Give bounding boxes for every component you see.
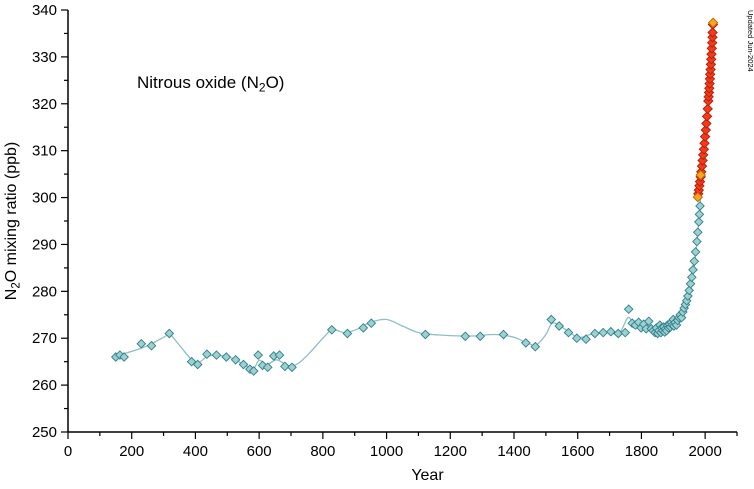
ice-core-marker bbox=[274, 350, 285, 360]
x-tick-label: 600 bbox=[247, 443, 272, 460]
ice-core-marker bbox=[623, 304, 634, 315]
y-tick-label: 270 bbox=[32, 330, 57, 347]
ice-core-marker bbox=[366, 318, 377, 329]
ice-core-marker bbox=[460, 331, 471, 342]
x-tick-label: 2000 bbox=[688, 443, 721, 460]
ice-core-marker bbox=[146, 340, 157, 351]
ice-core-marker bbox=[571, 333, 582, 344]
ice-core-marker bbox=[136, 338, 147, 349]
instrumental-highlight-marker bbox=[692, 191, 704, 203]
ice-core-marker bbox=[692, 236, 702, 247]
y-tick-label: 320 bbox=[32, 96, 57, 113]
ice-core-marker bbox=[119, 352, 129, 362]
instrumental-marker bbox=[699, 137, 710, 149]
ice-core-marker bbox=[590, 328, 600, 339]
y-tick-label: 280 bbox=[32, 283, 57, 300]
ice-core-marker bbox=[581, 334, 591, 345]
x-tick-label: 800 bbox=[310, 443, 335, 460]
x-axis: 0 200 400 600 800 1000 1200 1400 1600 1800 2000 bbox=[64, 432, 738, 460]
ice-core-marker bbox=[520, 338, 531, 348]
y-tick-label: 340 bbox=[32, 2, 57, 19]
instrumental-highlight-points bbox=[692, 17, 719, 203]
instrumental-points bbox=[693, 19, 719, 200]
instrumental-marker bbox=[700, 124, 712, 136]
ice-core-marker bbox=[202, 349, 212, 360]
x-tick-label: 1600 bbox=[561, 443, 594, 460]
ice-core-marker bbox=[563, 327, 574, 338]
ice-core-marker bbox=[546, 314, 557, 325]
ice-core-marker bbox=[342, 328, 353, 339]
ice-core-marker bbox=[695, 201, 705, 211]
ice-core-marker bbox=[684, 285, 695, 296]
instrumental-highlight-marker bbox=[707, 17, 719, 28]
ice-core-marker bbox=[498, 329, 509, 340]
ice-core-marker bbox=[694, 209, 705, 220]
x-tick-label: 0 bbox=[64, 443, 72, 460]
instrumental-marker bbox=[706, 48, 717, 60]
instrumental-marker bbox=[697, 155, 708, 166]
ice-core-marker bbox=[530, 341, 541, 352]
instrumental-marker bbox=[705, 59, 717, 70]
x-tick-label: 1800 bbox=[625, 443, 658, 460]
instrumental-marker bbox=[698, 144, 710, 155]
ice-core-marker bbox=[686, 272, 697, 283]
ice-core-marker bbox=[693, 217, 704, 227]
y-axis-title: N2O mixing ratio (ppb) bbox=[3, 142, 23, 300]
ice-core-marker bbox=[689, 256, 700, 267]
ice-core-marker bbox=[262, 362, 273, 373]
ice-core-marker bbox=[280, 361, 290, 372]
ice-core-marker bbox=[230, 354, 241, 365]
ice-core-marker bbox=[248, 366, 259, 376]
x-tick-label: 1400 bbox=[497, 443, 530, 460]
y-tick-label: 310 bbox=[32, 143, 57, 160]
x-tick-label: 200 bbox=[119, 443, 144, 460]
x-tick-label: 400 bbox=[183, 443, 208, 460]
ice-core-marker bbox=[643, 316, 654, 327]
ice-core-marker bbox=[192, 359, 203, 370]
ice-core-marker bbox=[475, 331, 486, 342]
ice-core-marker bbox=[257, 360, 268, 371]
ice-core-marker bbox=[554, 321, 565, 331]
y-tick-label: 300 bbox=[32, 190, 57, 207]
instrumental-marker bbox=[702, 103, 713, 115]
ice-core-marker bbox=[238, 359, 249, 370]
ice-core-marker bbox=[692, 227, 703, 238]
x-tick-label: 1000 bbox=[370, 443, 403, 460]
instrumental-marker bbox=[705, 64, 716, 75]
instrumental-marker bbox=[701, 118, 712, 129]
ice-core-marker bbox=[287, 362, 297, 373]
ice-core-marker bbox=[358, 323, 369, 333]
x-tick-label: 1200 bbox=[434, 443, 467, 460]
ice-core-marker bbox=[690, 247, 701, 257]
ice-core-marker bbox=[676, 312, 687, 323]
ice-core-marker bbox=[326, 324, 337, 335]
instrumental-marker bbox=[706, 37, 718, 49]
updated-label: Updated Jun-2024 bbox=[746, 10, 754, 72]
instrumental-highlight-marker bbox=[695, 169, 706, 181]
ice-core-marker bbox=[605, 326, 616, 337]
instrumental-marker bbox=[707, 27, 718, 38]
ice-core-marker bbox=[253, 350, 264, 360]
ice-core-points bbox=[110, 201, 705, 376]
ice-core-marker bbox=[620, 327, 631, 338]
ice-core-marker bbox=[685, 278, 696, 289]
y-tick-label: 330 bbox=[32, 49, 57, 66]
ice-core-marker bbox=[211, 350, 222, 360]
y-tick-label: 250 bbox=[32, 424, 57, 441]
ice-core-marker bbox=[688, 264, 698, 275]
y-tick-label: 260 bbox=[32, 377, 57, 394]
instrumental-marker bbox=[699, 131, 711, 142]
ice-core-marker bbox=[164, 328, 175, 339]
y-tick-label: 290 bbox=[32, 236, 57, 253]
y-axis: 250 260 270 280 290 300 310 320 330 340 bbox=[32, 2, 68, 441]
x-axis-title: Year bbox=[411, 467, 444, 484]
ice-core-marker bbox=[221, 352, 232, 362]
trend-line bbox=[115, 197, 702, 370]
chart-annotation: Nitrous oxide (N2O) bbox=[137, 73, 284, 95]
instrumental-marker bbox=[701, 111, 713, 122]
ice-core-marker bbox=[420, 329, 431, 340]
ice-core-marker bbox=[598, 327, 609, 338]
